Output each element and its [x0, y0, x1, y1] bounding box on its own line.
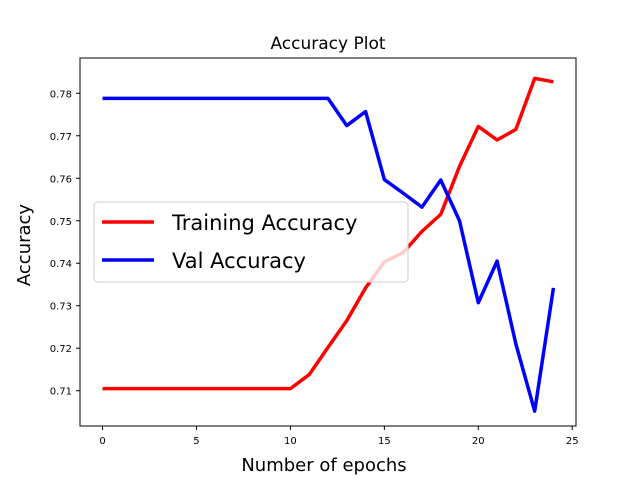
y-tick-label: 0.73 [50, 302, 72, 313]
x-axis: 0 5 10 15 20 25 [99, 426, 579, 447]
series-line-1 [102, 96, 556, 413]
x-tick-label: 10 [284, 436, 297, 447]
y-axis: 0.71 0.72 0.73 0.74 0.75 0.76 0.77 0.78 [50, 89, 80, 398]
y-tick-label: 0.71 [50, 387, 72, 398]
x-tick-label: 0 [99, 436, 105, 447]
plot-area [79, 57, 577, 427]
legend: Training Accuracy Val Accuracy [93, 201, 409, 283]
x-tick-label: 20 [472, 436, 485, 447]
y-tick-label: 0.77 [50, 132, 72, 143]
y-tick-label: 0.76 [50, 174, 72, 185]
x-tick-label: 5 [193, 436, 199, 447]
series-line-0 [102, 76, 554, 391]
legend-label-1: Val Accuracy [172, 249, 306, 273]
legend-box [93, 201, 409, 283]
y-tick-label: 0.75 [50, 217, 72, 228]
plot-frame [79, 57, 577, 427]
y-tick-label: 0.74 [50, 259, 72, 270]
legend-label-0: Training Accuracy [171, 211, 357, 235]
x-axis-label: Number of epochs [241, 455, 406, 476]
y-tick-label: 0.72 [50, 344, 72, 355]
y-axis-label: Accuracy [14, 204, 35, 287]
y-tick-label: 0.78 [50, 89, 72, 100]
x-tick-label: 25 [566, 436, 579, 447]
chart-title: Accuracy Plot [270, 34, 385, 54]
x-tick-label: 15 [378, 436, 391, 447]
